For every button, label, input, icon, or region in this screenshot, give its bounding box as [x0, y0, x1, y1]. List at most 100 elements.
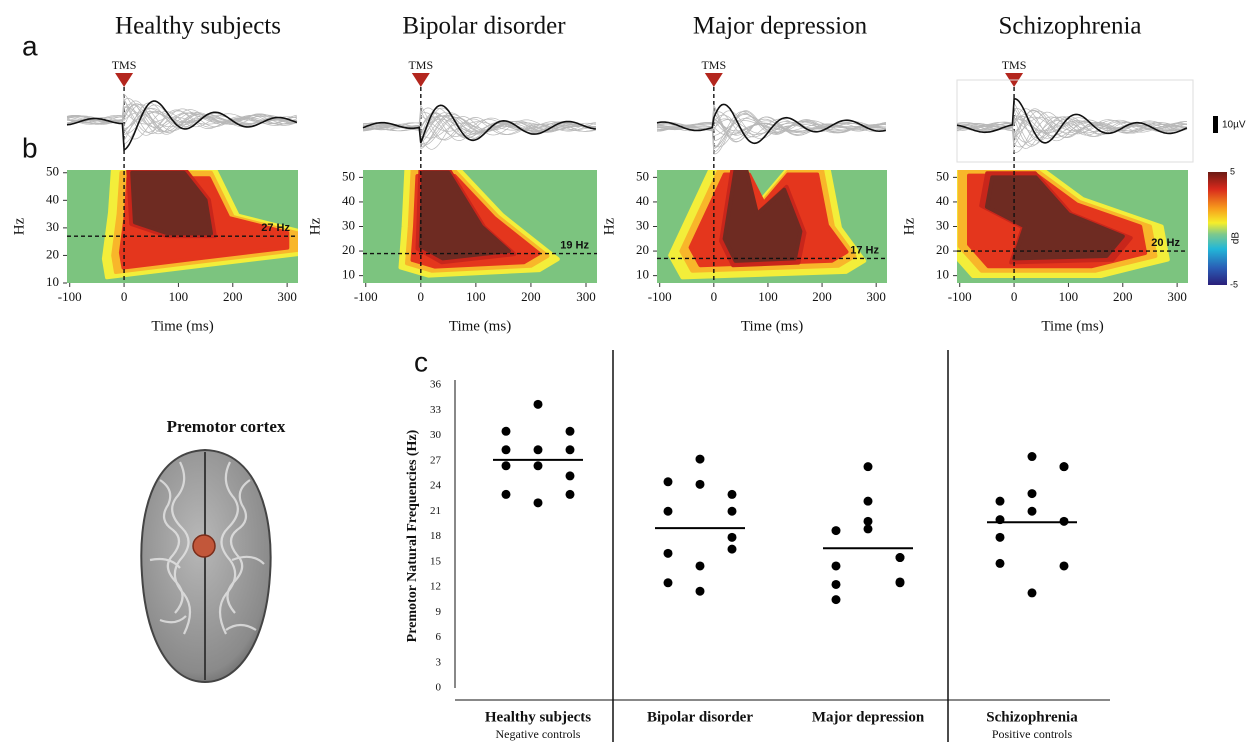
y-tick-label: 36: [430, 379, 442, 391]
x-tick-label: 300: [1167, 289, 1187, 304]
x-tick-label: -100: [58, 289, 82, 304]
group-subtitle: Negative controls: [496, 727, 581, 741]
x-tick-label: 200: [1113, 289, 1133, 304]
y-tick-label: 50: [46, 164, 59, 179]
y-axis-label: Premotor Natural Frequencies (Hz): [405, 429, 420, 642]
group-subtitle: Positive controls: [992, 727, 1073, 741]
data-point: [502, 427, 511, 436]
y-tick-label: 20: [936, 242, 949, 257]
x-axis-label: Time (ms): [1041, 318, 1103, 334]
stimulus-label: TMS: [1002, 58, 1027, 72]
y-tick-label: 10: [342, 267, 355, 282]
natural-frequency-label: 17 Hz: [850, 244, 879, 256]
stimulus-marker: [412, 73, 430, 87]
x-tick-label: 100: [1059, 289, 1079, 304]
colorbar-label: dB: [1231, 232, 1242, 245]
data-point: [864, 462, 873, 471]
x-tick-label: 200: [812, 289, 832, 304]
group-label: Healthy subjects: [485, 709, 591, 725]
y-tick-label: 24: [430, 480, 442, 492]
panel-label: b: [22, 132, 38, 163]
data-point: [1028, 588, 1037, 597]
y-tick-label: 27: [430, 454, 442, 466]
data-point: [832, 580, 841, 589]
colorbar: [1208, 172, 1227, 285]
y-tick-label: 10: [636, 267, 649, 282]
brain-title: Premotor cortex: [167, 417, 286, 436]
natural-frequency-label: 27 Hz: [261, 222, 290, 234]
y-tick-label: 30: [46, 219, 59, 234]
y-tick-label: 9: [436, 606, 442, 618]
x-tick-label: -100: [648, 289, 672, 304]
y-tick-label: 50: [636, 168, 649, 183]
y-tick-label: 30: [342, 217, 355, 232]
y-tick-label: 0: [436, 682, 442, 694]
data-point: [664, 578, 673, 587]
data-point: [864, 524, 873, 533]
data-point: [728, 533, 737, 542]
y-tick-label: 3: [436, 656, 442, 668]
data-point: [664, 477, 673, 486]
x-tick-label: 0: [121, 289, 128, 304]
stimulus-label: TMS: [701, 58, 726, 72]
data-point: [1028, 507, 1037, 516]
y-tick-label: 20: [636, 242, 649, 257]
data-point: [896, 553, 905, 562]
panel-title: Schizophrenia: [998, 13, 1141, 40]
data-point: [534, 400, 543, 409]
data-point: [696, 480, 705, 489]
scale-bar: [1213, 116, 1218, 133]
data-point: [1060, 561, 1069, 570]
x-tick-label: 200: [521, 289, 541, 304]
x-tick-label: 100: [466, 289, 486, 304]
data-point: [696, 587, 705, 596]
data-point: [832, 595, 841, 604]
x-axis-label: Time (ms): [741, 318, 803, 334]
data-point: [566, 445, 575, 454]
stimulus-label: TMS: [408, 58, 433, 72]
data-point: [728, 545, 737, 554]
data-point: [566, 471, 575, 480]
y-tick-label: 12: [430, 581, 441, 593]
data-point: [534, 461, 543, 470]
data-point: [664, 507, 673, 516]
y-tick-label: 15: [430, 555, 442, 567]
colorbar-tick-label: 5: [1230, 166, 1235, 176]
y-tick-label: 40: [46, 191, 59, 206]
x-tick-label: 200: [223, 289, 243, 304]
data-point: [864, 497, 873, 506]
data-point: [832, 561, 841, 570]
x-tick-label: 100: [758, 289, 778, 304]
x-tick-label: 0: [711, 289, 718, 304]
panel-label: a: [22, 30, 38, 61]
stimulus-marker: [705, 73, 723, 87]
x-tick-label: 0: [418, 289, 425, 304]
data-point: [534, 498, 543, 507]
y-tick-label: 18: [430, 530, 442, 542]
data-point: [996, 497, 1005, 506]
data-point: [896, 578, 905, 587]
panel-title: Healthy subjects: [115, 13, 281, 40]
x-tick-label: -100: [354, 289, 378, 304]
brain: [141, 450, 270, 682]
data-point: [566, 427, 575, 436]
data-point: [502, 490, 511, 499]
group-label: Major depression: [812, 709, 925, 725]
x-tick-label: 300: [576, 289, 596, 304]
data-point: [566, 490, 575, 499]
group-label: Bipolar disorder: [647, 709, 753, 725]
y-tick-label: 50: [342, 168, 355, 183]
data-point: [832, 526, 841, 535]
x-tick-label: 300: [866, 289, 886, 304]
stimulus-label: TMS: [112, 58, 137, 72]
colorbar-tick-label: -5: [1230, 279, 1238, 289]
data-point: [502, 445, 511, 454]
panel-label: c: [414, 346, 428, 377]
y-tick-label: 30: [430, 429, 442, 441]
y-tick-label: 10: [46, 274, 59, 289]
data-point: [696, 561, 705, 570]
y-axis-label: Hz: [601, 217, 617, 235]
y-tick-label: 40: [342, 193, 355, 208]
group-label: Schizophrenia: [986, 709, 1078, 725]
x-tick-label: 100: [169, 289, 189, 304]
